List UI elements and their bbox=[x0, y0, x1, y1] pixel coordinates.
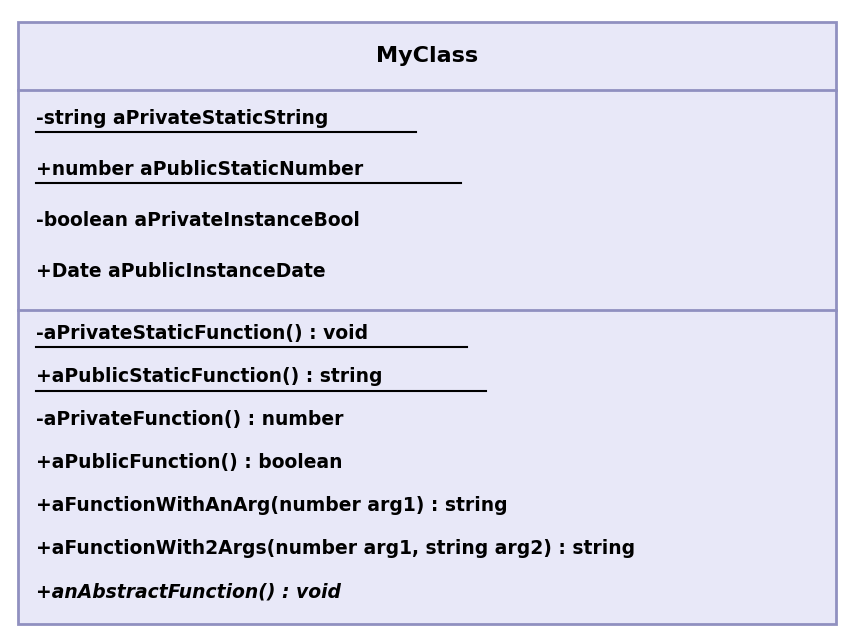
Text: +aPublicFunction() : boolean: +aPublicFunction() : boolean bbox=[36, 453, 342, 473]
Text: +Date aPublicInstanceDate: +Date aPublicInstanceDate bbox=[36, 262, 325, 281]
Text: +anAbstractFunction() : void: +anAbstractFunction() : void bbox=[36, 582, 340, 602]
Text: MyClass: MyClass bbox=[375, 46, 478, 66]
Text: -boolean aPrivateInstanceBool: -boolean aPrivateInstanceBool bbox=[36, 211, 359, 230]
Text: +number aPublicStaticNumber: +number aPublicStaticNumber bbox=[36, 160, 363, 179]
Text: +aFunctionWith2Args(number arg1, string arg2) : string: +aFunctionWith2Args(number arg1, string … bbox=[36, 539, 635, 559]
Text: -aPrivateStaticFunction() : void: -aPrivateStaticFunction() : void bbox=[36, 324, 368, 343]
Text: -string aPrivateStaticString: -string aPrivateStaticString bbox=[36, 108, 328, 128]
Text: +aPublicStaticFunction() : string: +aPublicStaticFunction() : string bbox=[36, 367, 382, 386]
Text: +aFunctionWithAnArg(number arg1) : string: +aFunctionWithAnArg(number arg1) : strin… bbox=[36, 496, 507, 516]
Text: -aPrivateFunction() : number: -aPrivateFunction() : number bbox=[36, 410, 343, 429]
